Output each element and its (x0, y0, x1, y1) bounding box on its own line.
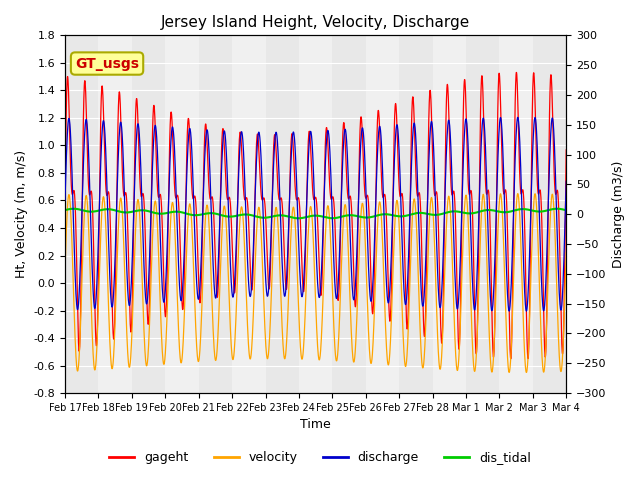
Bar (299, 36, 332, 393)
Bar (499, 36, 533, 393)
Bar (399, 36, 433, 393)
Bar (365, 36, 399, 393)
Bar (332, 36, 365, 393)
Y-axis label: Discharge (m3/s): Discharge (m3/s) (612, 160, 625, 268)
Bar (232, 36, 266, 393)
X-axis label: Time: Time (300, 419, 331, 432)
Bar (533, 36, 566, 393)
Title: Jersey Island Height, Velocity, Discharge: Jersey Island Height, Velocity, Discharg… (161, 15, 470, 30)
Bar (198, 36, 232, 393)
Bar (433, 36, 466, 393)
Legend: gageht, velocity, discharge, dis_tidal: gageht, velocity, discharge, dis_tidal (104, 446, 536, 469)
Bar (132, 36, 165, 393)
Bar (266, 36, 299, 393)
Y-axis label: Ht, Velocity (m, m/s): Ht, Velocity (m, m/s) (15, 150, 28, 278)
Bar (165, 36, 198, 393)
Bar (466, 36, 499, 393)
Text: GT_usgs: GT_usgs (75, 57, 139, 71)
Bar (65, 36, 99, 393)
Bar (99, 36, 132, 393)
